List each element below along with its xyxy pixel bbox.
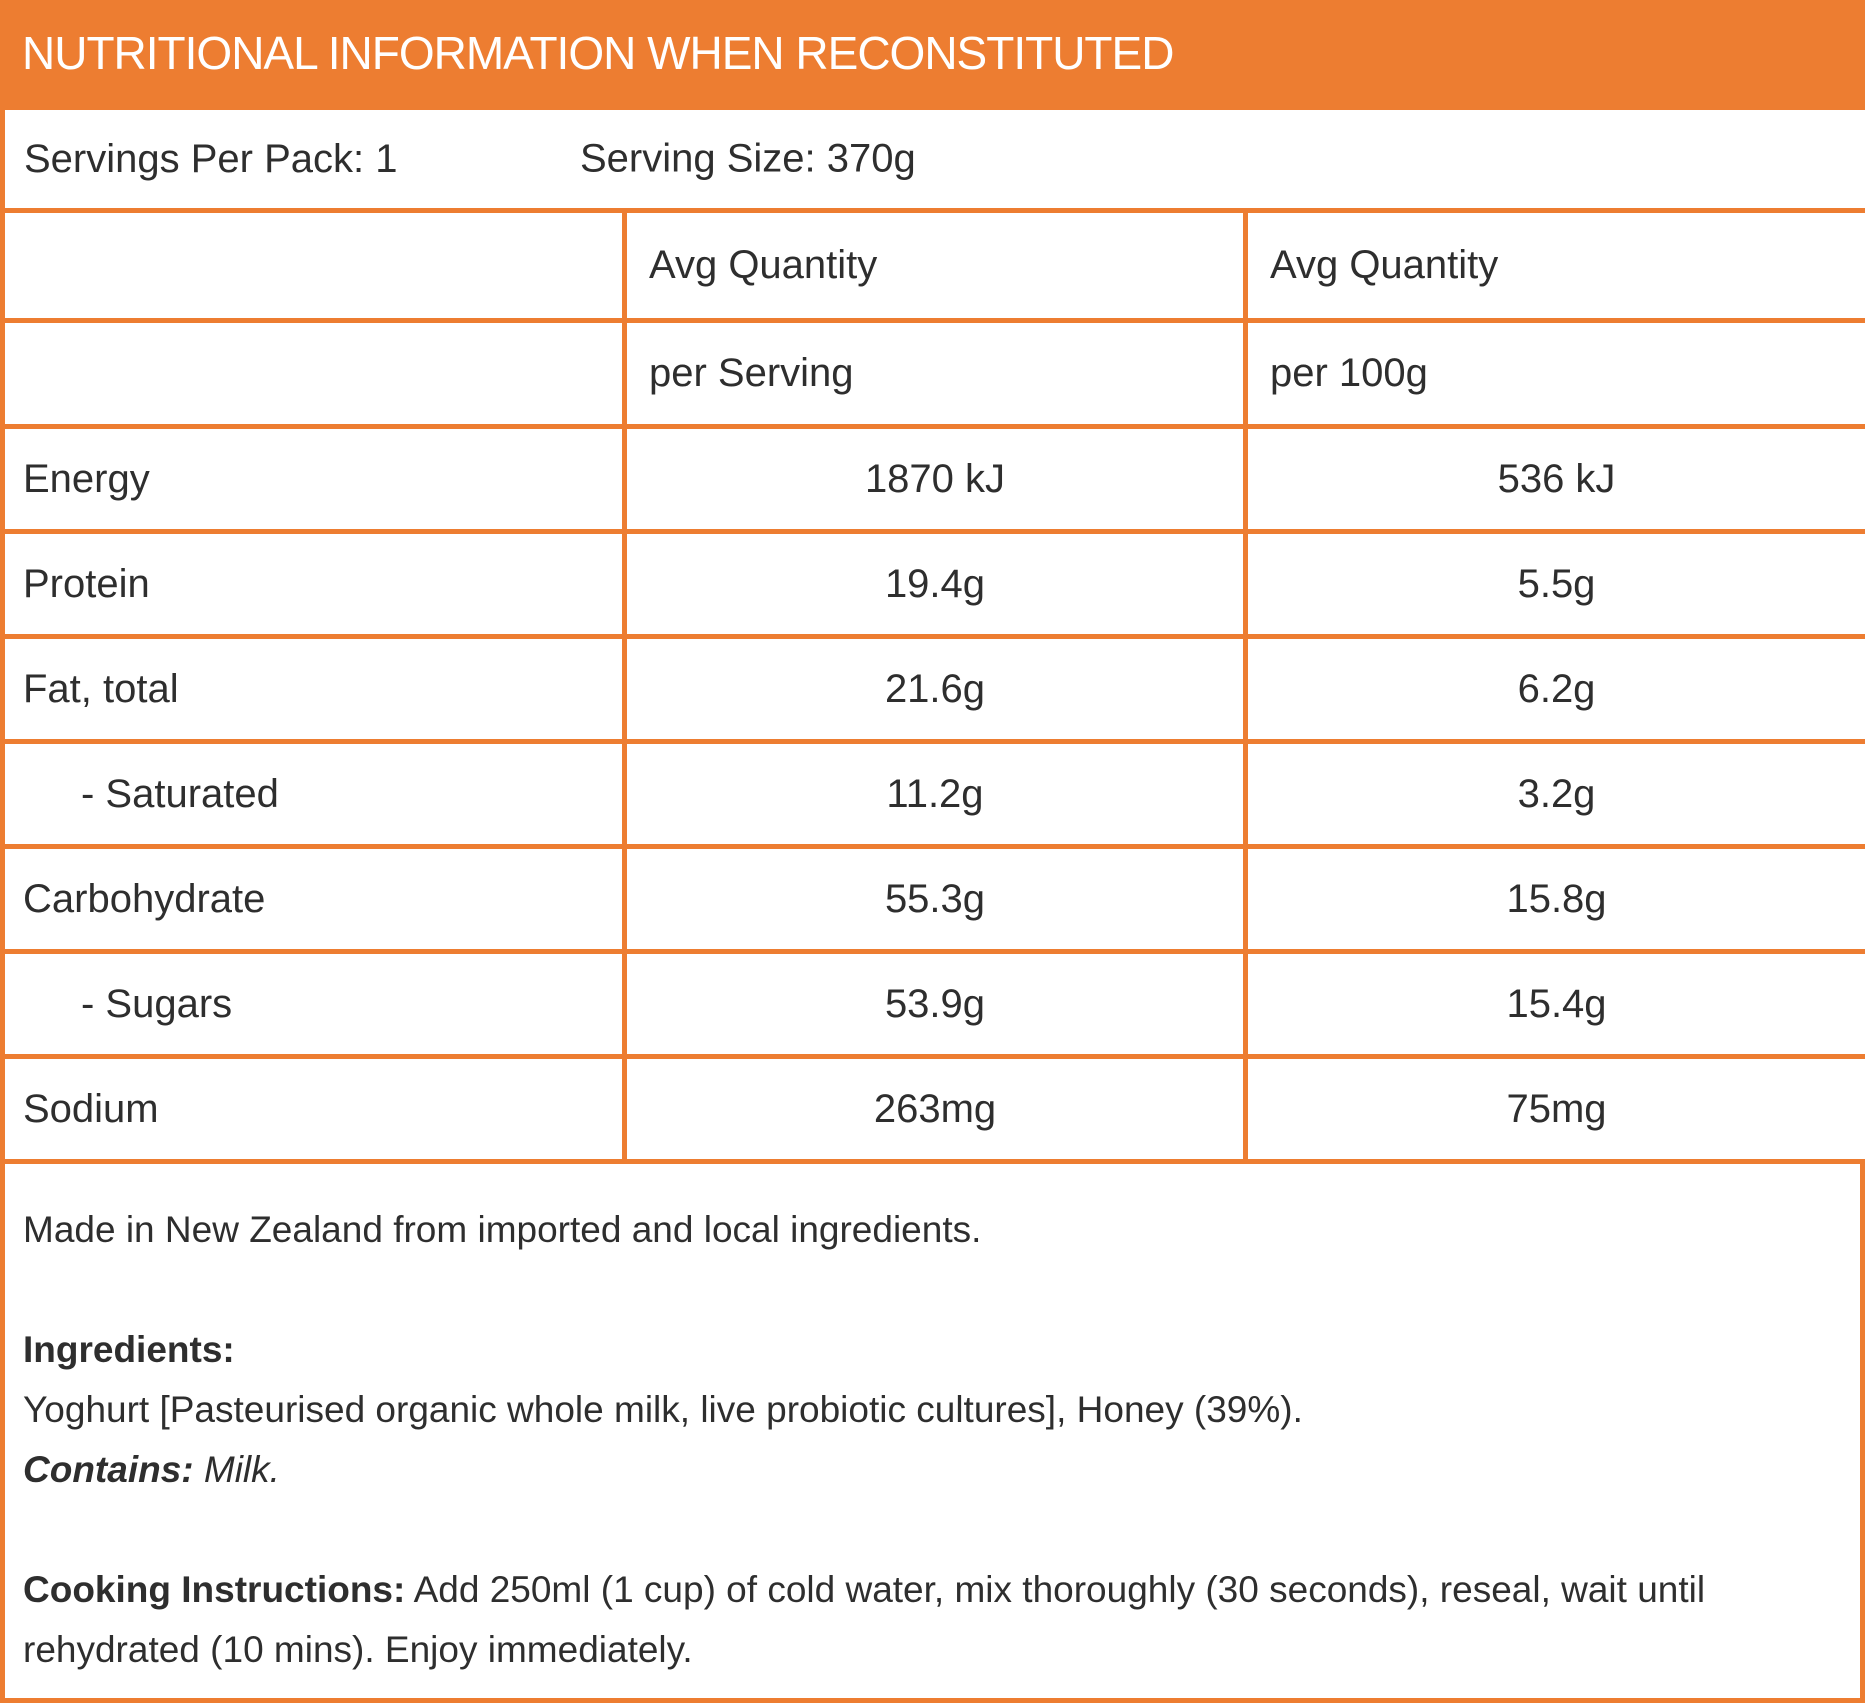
value-saturated-per-100g: 3.2g [1242,739,1865,849]
row-label-sugars: - Sugars [0,949,627,1059]
value-protein-per-serving: 19.4g [622,529,1248,639]
cooking-instructions-text: Add 250ml (1 cup) of cold water, mix tho… [23,1569,1706,1670]
contains-label: Contains: [23,1449,194,1490]
row-label-energy: Energy [0,424,627,534]
col-header-per-serving-line2: per Serving [622,318,1248,429]
serving-size: Serving Size: 370g [580,136,916,181]
row-label-fat-total: Fat, total [0,634,627,744]
nutrition-table: Servings Per Pack: 1 Serving Size: 370g … [0,105,1865,1164]
header-empty-cell [0,318,627,429]
table-header-row-1: Avg Quantity Avg Quantity [0,208,1865,323]
cooking-instructions: Cooking Instructions: Add 250ml (1 cup) … [23,1560,1842,1680]
value-sugars-per-100g: 15.4g [1242,949,1865,1059]
row-label-protein: Protein [0,529,627,639]
table-row-sugars: - Sugars 53.9g 15.4g [0,949,1865,1059]
allergen-statement: Contains: Milk. [23,1440,1842,1500]
row-label-carbohydrate: Carbohydrate [0,844,627,954]
col-header-per-serving-line1: Avg Quantity [622,208,1248,323]
table-row-energy: Energy 1870 kJ 536 kJ [0,424,1865,534]
value-sodium-per-serving: 263mg [622,1054,1248,1164]
table-header-row-2: per Serving per 100g [0,318,1865,429]
serving-info-cell: Servings Per Pack: 1 Serving Size: 370g [0,105,1865,213]
ingredients-label: Ingredients: [23,1329,235,1370]
origin-statement: Made in New Zealand from imported and lo… [23,1209,982,1250]
table-row-protein: Protein 19.4g 5.5g [0,529,1865,639]
value-sodium-per-100g: 75mg [1242,1054,1865,1164]
page-title: NUTRITIONAL INFORMATION WHEN RECONSTITUT… [22,26,1174,79]
col-header-per-100g-line2: per 100g [1242,318,1865,429]
table-row-fat-total: Fat, total 21.6g 6.2g [0,634,1865,744]
value-saturated-per-serving: 11.2g [622,739,1248,849]
row-label-sodium: Sodium [0,1054,627,1164]
value-sugars-per-serving: 53.9g [622,949,1248,1059]
title-bar: NUTRITIONAL INFORMATION WHEN RECONSTITUT… [0,0,1865,105]
cooking-instructions-label: Cooking Instructions: [23,1569,406,1610]
value-fat-total-per-100g: 6.2g [1242,634,1865,744]
value-fat-total-per-serving: 21.6g [622,634,1248,744]
footer-info: Made in New Zealand from imported and lo… [0,1164,1865,1703]
value-carbohydrate-per-serving: 55.3g [622,844,1248,954]
serving-info-row: Servings Per Pack: 1 Serving Size: 370g [0,105,1865,213]
value-energy-per-100g: 536 kJ [1242,424,1865,534]
contains-text: Milk. [203,1449,280,1490]
table-row-saturated: - Saturated 11.2g 3.2g [0,739,1865,849]
value-carbohydrate-per-100g: 15.8g [1242,844,1865,954]
table-row-carbohydrate: Carbohydrate 55.3g 15.8g [0,844,1865,954]
row-label-saturated: - Saturated [0,739,627,849]
header-empty-cell [0,208,627,323]
value-protein-per-100g: 5.5g [1242,529,1865,639]
ingredients-text: Yoghurt [Pasteurised organic whole milk,… [23,1389,1303,1430]
table-row-sodium: Sodium 263mg 75mg [0,1054,1865,1164]
value-energy-per-serving: 1870 kJ [622,424,1248,534]
servings-per-pack: Servings Per Pack: 1 [24,136,398,181]
col-header-per-100g-line1: Avg Quantity [1242,208,1865,323]
ingredients-heading: Ingredients: [23,1320,1842,1380]
